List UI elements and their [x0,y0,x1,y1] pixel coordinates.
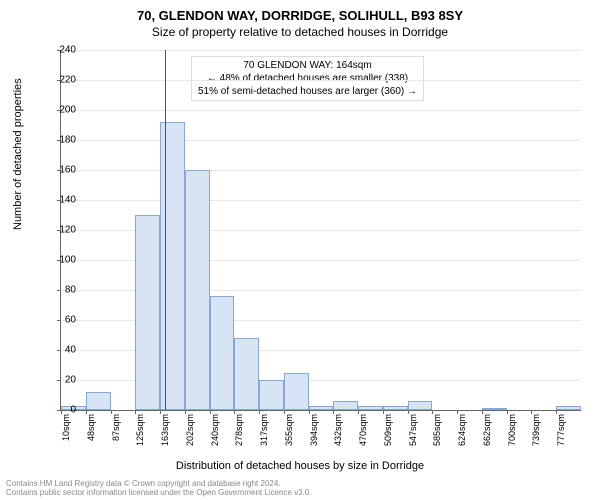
ytick-label: 100 [46,255,76,266]
x-axis-label: Distribution of detached houses by size … [0,460,600,472]
ytick-label: 80 [46,285,76,296]
ytick-label: 60 [46,315,76,326]
xtick-label: 470sqm [358,414,368,454]
ytick-label: 20 [46,375,76,386]
histogram-bar [284,373,309,411]
property-marker-line [165,50,166,410]
xtick-label: 662sqm [482,414,492,454]
footer-line1: Contains HM Land Registry data © Crown c… [6,479,312,489]
xtick-label: 624sqm [457,414,467,454]
gridline [61,200,581,201]
xtick-label: 240sqm [210,414,220,454]
chart-title: 70, GLENDON WAY, DORRIDGE, SOLIHULL, B93… [0,0,600,23]
histogram-bar [333,401,358,410]
chart-container: 70, GLENDON WAY, DORRIDGE, SOLIHULL, B93… [0,0,600,500]
histogram-bar [358,406,383,411]
chart-subtitle: Size of property relative to detached ho… [0,23,600,39]
gridline [61,170,581,171]
annotation-line1: 70 GLENDON WAY: 164sqm [198,59,417,72]
annotation-line2: ← 48% of detached houses are smaller (33… [198,72,417,85]
histogram-bar [135,215,160,410]
ytick-label: 220 [46,75,76,86]
histogram-bar [408,401,433,410]
annotation-box: 70 GLENDON WAY: 164sqm ← 48% of detached… [191,56,424,101]
gridline [61,80,581,81]
xtick-label: 317sqm [259,414,269,454]
histogram-bar [482,408,507,410]
histogram-bar [234,338,259,410]
ytick-label: 160 [46,165,76,176]
plot-area: 70 GLENDON WAY: 164sqm ← 48% of detached… [60,50,581,411]
xtick-label: 547sqm [408,414,418,454]
xtick-label: 10sqm [61,414,71,454]
xtick-label: 509sqm [383,414,393,454]
histogram-bar [309,406,334,411]
ytick-label: 120 [46,225,76,236]
xtick-label: 585sqm [432,414,442,454]
histogram-bar [160,122,185,410]
gridline [61,110,581,111]
xtick-label: 87sqm [111,414,121,454]
xtick-label: 48sqm [86,414,96,454]
ytick-label: 200 [46,105,76,116]
annotation-line3: 51% of semi-detached houses are larger (… [198,85,417,98]
ytick-label: 140 [46,195,76,206]
xtick-label: 202sqm [185,414,195,454]
histogram-bar [210,296,235,410]
xtick-label: 278sqm [234,414,244,454]
y-axis-label: Number of detached properties [12,78,24,230]
histogram-bar [383,406,408,411]
xtick-label: 739sqm [531,414,541,454]
histogram-bar [259,380,284,410]
xtick-label: 700sqm [507,414,517,454]
histogram-bar [185,170,210,410]
footer-attribution: Contains HM Land Registry data © Crown c… [6,479,312,498]
xtick-label: 125sqm [135,414,145,454]
xtick-label: 432sqm [333,414,343,454]
gridline [61,50,581,51]
ytick-label: 0 [46,405,76,416]
ytick-label: 40 [46,345,76,356]
xtick-label: 394sqm [309,414,319,454]
histogram-bar [86,392,111,410]
ytick-label: 240 [46,45,76,56]
gridline [61,140,581,141]
xtick-label: 777sqm [556,414,566,454]
footer-line2: Contains public sector information licen… [6,488,312,498]
histogram-bar [556,406,581,411]
ytick-label: 180 [46,135,76,146]
xtick-label: 355sqm [284,414,294,454]
xtick-label: 163sqm [160,414,170,454]
